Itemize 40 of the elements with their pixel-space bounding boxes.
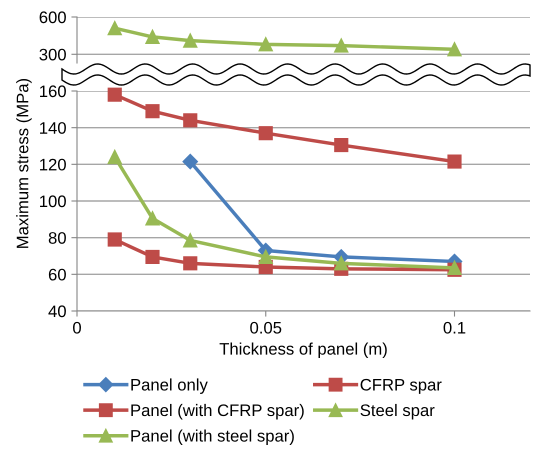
point (183, 34, 198, 48)
point (183, 113, 198, 128)
y-tick-label: 160 (40, 85, 66, 98)
point (145, 250, 160, 264)
legend-label: Panel (with CFRP spar) (131, 404, 304, 420)
point (258, 250, 273, 264)
x-tick-label: 0.1 (444, 322, 466, 334)
point (183, 233, 198, 248)
point (182, 154, 198, 170)
point (108, 21, 122, 36)
y-axis-title: Maximum stress (MPa) (16, 78, 32, 248)
x-axis-title: Thickness of panel (m) (220, 342, 387, 358)
point (447, 154, 462, 169)
point (258, 126, 273, 140)
y-tick-label: 140 (40, 122, 66, 134)
point (258, 37, 273, 52)
y-tick-label: 100 (40, 195, 66, 208)
point (334, 138, 348, 152)
legend-label: CFRP spar (360, 378, 442, 394)
point (145, 104, 160, 118)
x-tick-label: 0 (73, 322, 81, 334)
point (447, 42, 462, 56)
point (108, 150, 122, 164)
point (145, 211, 160, 226)
point (334, 256, 348, 270)
y-tick-label: 60 (48, 268, 66, 281)
x-tick-label: 0.05 (250, 322, 282, 334)
legend-label: Steel spar (360, 404, 435, 420)
point (108, 88, 122, 102)
y-tick-label: 40 (48, 305, 66, 318)
y-tick-label: 80 (48, 232, 66, 244)
y-tick-label: 300 (39, 48, 66, 60)
y-tick-label: 600 (40, 11, 66, 24)
legend-label: Panel (with steel spar) (131, 429, 294, 445)
point (108, 232, 122, 247)
point (145, 30, 160, 44)
y-tick-label: 120 (40, 158, 66, 171)
point (183, 256, 198, 270)
point (334, 38, 348, 53)
legend-label: Panel only (131, 378, 208, 394)
